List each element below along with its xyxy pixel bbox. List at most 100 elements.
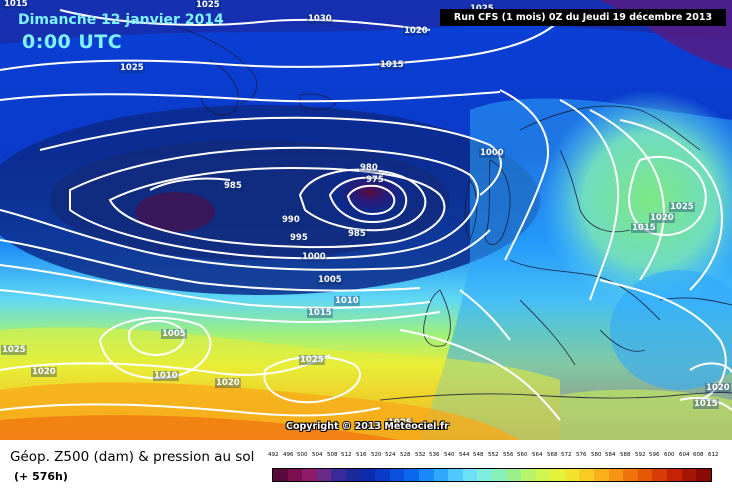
isobar-1015-edge — [679, 397, 732, 411]
legend-title: Géop. Z500 (dam) & pression au sol — [10, 449, 255, 465]
geopotential-map-svg: 1030 1020 1025 1015 1025 1000 980 975 98… — [0, 0, 732, 440]
isobar-label-background — [359, 163, 379, 173]
color-scale-swatch — [433, 469, 449, 481]
color-scale-swatch — [389, 469, 405, 481]
isobar-1000-b — [0, 209, 491, 271]
isobar-975 — [346, 184, 396, 216]
isobar-label-text: 975 — [366, 175, 384, 185]
isobar-label: 1020 — [649, 213, 675, 223]
isobar-label-background — [365, 175, 385, 185]
north-africa-green — [560, 389, 732, 440]
ireland-coast — [464, 178, 478, 242]
isobar-label-text: 995 — [290, 233, 308, 243]
isobar-label-text: 1015 — [632, 223, 656, 233]
isobar-label-background — [161, 329, 187, 339]
isobar-label: 1015 — [307, 308, 333, 318]
isobar-label-background — [334, 296, 360, 306]
isobar-985-west — [149, 177, 231, 191]
isobar-990 — [108, 166, 446, 249]
isobar-mediterranean — [399, 329, 561, 421]
isobar-label: 990 — [281, 215, 301, 225]
subtropical-deep-orange — [0, 415, 400, 440]
isobar-label: 1025 — [119, 63, 145, 73]
isobar-label-background — [31, 367, 57, 377]
isobar-label-background — [379, 60, 405, 70]
color-scale-tick-label: 536 — [429, 452, 440, 458]
isobar-label: 1025 — [1, 345, 27, 355]
isobar-label-text: 1025 — [120, 63, 144, 73]
isobar-label: 1020 — [215, 378, 241, 388]
isobar-1015-south — [0, 289, 441, 324]
isobar-label: 1010 — [153, 371, 179, 381]
color-scale-swatch — [345, 469, 361, 481]
color-scale-swatch — [448, 469, 463, 481]
low-pressure-center-west — [135, 192, 215, 232]
color-scale-tick-label: 524 — [385, 452, 396, 458]
isobar-label-text: 1010 — [335, 296, 359, 306]
color-scale-tick-label: 528 — [400, 452, 411, 458]
isobar-labels: 1030 1020 1025 1015 1025 1000 980 975 98… — [1, 0, 731, 428]
isobar-label: 1025 — [195, 0, 221, 10]
north-africa-coast — [379, 392, 732, 401]
isobar-995 — [69, 146, 480, 260]
isobar-label-background — [387, 418, 413, 428]
isobar-label-background — [281, 215, 301, 225]
isobar-label-background — [317, 275, 343, 285]
isobar-label: 1015 — [693, 399, 719, 409]
color-scale-swatch — [564, 469, 580, 481]
isobar-label-text: 1005 — [162, 329, 186, 339]
color-scale-tick-label: 564 — [532, 452, 543, 458]
isobar-label: 1015 — [379, 60, 405, 70]
color-scale-swatch — [681, 469, 697, 481]
isobar-label-background — [307, 14, 333, 24]
color-scale-tick-label: 548 — [473, 452, 484, 458]
color-scale-tick-label: 516 — [356, 452, 367, 458]
isobar-1025-south — [0, 403, 381, 417]
isobar-label: 1000 — [301, 252, 327, 262]
forecast-time: 0:00 UTC — [22, 31, 123, 53]
isobar-label-background — [1, 345, 27, 355]
isobar-label: 1000 — [479, 148, 505, 158]
isobar-label-background — [403, 26, 429, 36]
isobars — [0, 9, 732, 421]
isobar-label-text: 1025 — [670, 202, 694, 212]
isobar-label: 1005 — [317, 275, 343, 285]
color-scale-swatch — [491, 469, 507, 481]
isobar-label: 985 — [347, 229, 367, 239]
color-scale-swatch — [477, 469, 492, 481]
isobar-label-background — [195, 0, 221, 10]
coastlines — [149, 17, 732, 401]
color-scale-tick-label: 604 — [679, 452, 690, 458]
color-scale-swatch — [550, 469, 565, 481]
color-scale-swatch — [535, 469, 551, 481]
isobar-label-text: 1000 — [480, 148, 504, 158]
black-sea-coast — [659, 297, 732, 306]
isobar-label-text: 1015 — [308, 308, 332, 318]
color-scale-tick-label: 496 — [283, 452, 294, 458]
color-scale-swatch — [579, 469, 595, 481]
isobar-label-text: 985 — [348, 229, 366, 239]
color-scale-swatch — [696, 469, 711, 481]
color-scale-swatch — [608, 469, 624, 481]
isobar-label: 1025 — [669, 202, 695, 212]
scandinavia-coast — [519, 105, 701, 151]
isobar-label-text: 1020 — [706, 383, 730, 393]
weather-map: 1030 1020 1025 1015 1025 1000 980 975 98… — [0, 0, 732, 440]
isobar-label-background — [631, 223, 657, 233]
color-scale-swatch — [667, 469, 682, 481]
color-scale-tick-label: 508 — [327, 452, 338, 458]
isobar-label-text: 1005 — [318, 275, 342, 285]
isobar-label: 1005 — [161, 329, 187, 339]
isobar-label-text: 1015 — [380, 60, 404, 70]
color-scale-tick-label: 520 — [371, 452, 382, 458]
color-scale-swatch — [418, 469, 434, 481]
isobar-1030 — [59, 9, 431, 31]
isobar-label-text: 990 — [282, 215, 300, 225]
color-scale-bar — [272, 468, 712, 482]
copyright-notice: Copyright © 2013 Meteociel.fr — [286, 421, 449, 432]
color-scale-tick-label: 560 — [517, 452, 528, 458]
isobar-1015-north — [0, 91, 501, 103]
greenland-south — [199, 59, 239, 116]
isobar-label-background — [347, 229, 367, 239]
isobar-label: 1020 — [31, 367, 57, 377]
